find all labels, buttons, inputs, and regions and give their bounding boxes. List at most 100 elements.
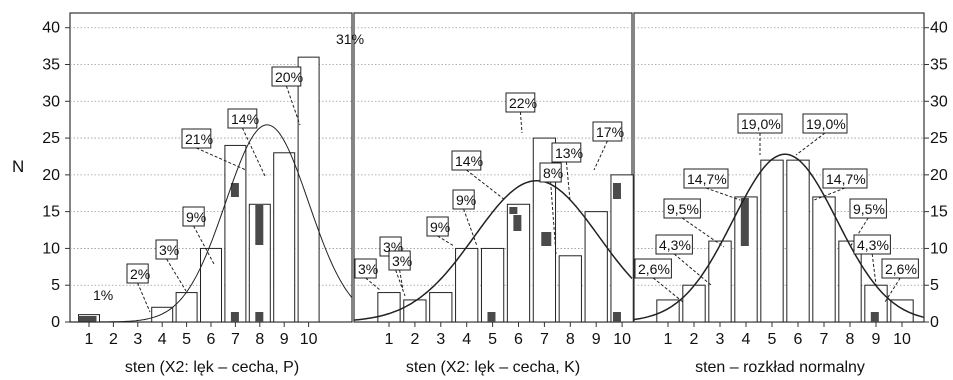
bar-accent [230,312,239,322]
label-box [551,142,582,163]
y-ticks-right: 0 5 10 15 20 25 30 35 40 [930,20,948,331]
label-box [388,250,411,271]
bar-percent-label: 14% [455,153,483,169]
y-tick-label-left: 20 [42,167,60,184]
bar-percent-label: 14,7% [687,171,727,187]
bar-percent-label: 9,5% [853,201,885,217]
y-tick-label-left: 40 [42,20,60,37]
bar-accent [230,183,239,197]
label-box [182,206,205,227]
label-leader-line [466,169,506,201]
bar-percent-label: 21% [185,131,213,147]
bar-percent-label: 31% [336,31,364,47]
label-box [505,92,536,113]
label-box [663,198,701,219]
label-leader-line [137,282,151,313]
label-leader-line [196,147,247,171]
bar-accent [612,183,621,199]
label-leader-line [399,269,404,291]
x-tick-label: 2 [690,331,699,348]
bar-3 [708,240,732,323]
y-tick-label-right: 0 [930,314,939,331]
label-box [849,198,887,219]
label-box [822,168,868,189]
x-tick-label: 6 [207,331,216,348]
label-box [354,258,377,279]
label-box [539,162,562,183]
bar-percent-label: 22% [509,95,537,111]
bar-percent-label: 8% [543,165,563,181]
x-tick-label: 10 [893,331,911,348]
x-tick-label: 8 [255,331,264,348]
bar-percent-label: 19,0% [806,116,846,132]
x-tick-label: 2 [109,331,118,348]
x-tick-label: 3 [436,331,445,348]
y-tick-label-right: 20 [930,167,948,184]
bar-percent-label: 14,7% [826,171,866,187]
x-tick-label: 7 [540,331,549,348]
x-tick-label: 3 [716,331,725,348]
y-tick-label-right: 15 [930,204,948,221]
normal-curve [633,153,925,321]
label-leader-line [193,225,215,265]
x-tick-label: 10 [613,331,631,348]
bar-accent [487,312,496,322]
label-box [181,128,212,149]
label-box [592,121,623,142]
bar-accent [255,205,264,245]
label-leader-line [681,217,725,248]
bar-accent [513,215,522,231]
label-box [452,189,475,210]
label-box [426,216,449,237]
panel-lek-cecha-k: 1 2 3 4 5 6 7 8 9 103%3%3%9%9%14%22%8%13%17% [353,12,634,348]
bar-3 [429,292,453,323]
y-tick-label-left: 30 [42,93,60,110]
bar-5 [175,292,198,323]
bar-accent [740,198,749,246]
x-tick-label: 7 [820,331,829,348]
y-tick-label-left: 5 [51,277,60,294]
label-leader-line [519,111,523,134]
bar-percent-label: 3% [392,253,412,269]
bar-percent-label: 4,3% [659,237,691,253]
bar-1 [377,292,401,323]
label-leader-line [705,187,741,201]
bar-percent-label: 13% [555,145,583,161]
x-axis-label-p: sten (X2: lęk – cecha, P) [125,359,299,376]
bar-9 [584,211,608,323]
bar-5 [760,159,784,323]
x-tick-label: 5 [768,331,777,348]
bar-percent-label: 19,0% [741,116,781,132]
label-box [737,113,783,134]
label-leader-line [437,235,455,247]
bar-accent [870,312,879,322]
bar-percent-label: 3% [358,261,378,277]
bar-percent-label: 4,3% [857,237,889,253]
bar-accent [255,312,264,322]
y-tick-label-right: 10 [930,240,948,257]
bar-percent-label: 2,6% [885,261,917,277]
x-tick-label: 1 [664,331,673,348]
label-leader-line [565,161,571,201]
label-box [271,66,302,87]
y-ticks-left: 0 5 10 15 20 25 30 35 40 [42,20,60,331]
x-tick-label: 4 [742,331,751,348]
bar-6 [786,159,810,323]
bar-accent [541,232,552,246]
normal-curve [70,124,353,323]
label-box [155,239,178,260]
bar-accent [78,316,97,322]
y-tick-label-left: 10 [42,240,60,257]
x-tick-label: 7 [231,331,240,348]
label-leader-line [463,208,478,247]
label-leader-line [849,217,869,248]
normal-curve [353,180,633,321]
label-leader-line [241,127,266,177]
y-tick-label-right: 25 [930,130,948,147]
y-tick-label-left: 0 [51,314,60,331]
bar-percent-label: 2,6% [638,261,670,277]
bar-percent-label: 2% [130,266,150,282]
bar-percent-label: 17% [596,124,624,140]
x-tick-label: 9 [872,331,881,348]
